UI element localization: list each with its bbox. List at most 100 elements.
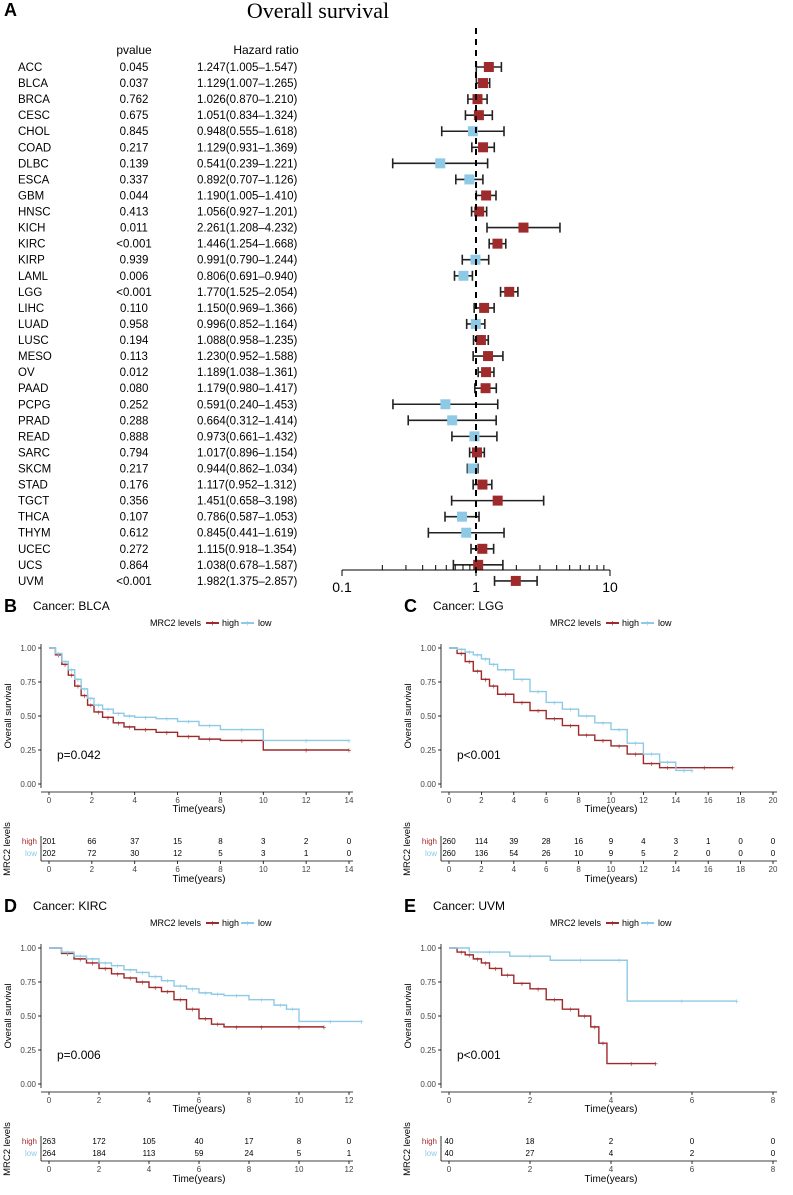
km-censor-mark: + [234, 1023, 239, 1032]
km-curve-low [449, 947, 737, 1002]
km-x-tick-label: 8 [771, 1096, 776, 1105]
km-censor-mark: + [240, 726, 245, 735]
km-risk-count: 184 [92, 1149, 106, 1158]
km-censor-mark: + [601, 1039, 606, 1048]
km-legend-high-cross: + [610, 619, 615, 629]
forest-row-hr: 1.051(0.834–1.324) [197, 110, 298, 122]
forest-row-label: HNSC [18, 207, 51, 219]
hazard-ratio-header: Hazard ratio [233, 43, 299, 57]
km-risk-count: 8 [218, 837, 223, 846]
km-panel-e: E Cancer: UVM MRC2 levels + high + low 0.00 0.25… [402, 896, 777, 1185]
km-risk-ylabel: MRC2 levels [402, 1122, 413, 1176]
km-legend-title: MRC2 levels [550, 618, 602, 628]
km-x-tick-label: 6 [690, 1096, 695, 1105]
km-y-tick-label: 0.25 [420, 1046, 436, 1055]
km-x-tick-label: 14 [345, 796, 354, 805]
km-risk-count: 2 [304, 837, 309, 846]
km-censor-mark: + [467, 648, 472, 657]
km-legend-low-label: low [658, 918, 672, 928]
km-pvalue: p<0.001 [457, 748, 501, 762]
forest-hr-point [477, 479, 488, 490]
forest-hr-point [477, 543, 488, 554]
km-risk-count: 27 [526, 1149, 535, 1158]
km-censor-mark: + [234, 992, 239, 1001]
km-risk-x-tick-label: 4 [132, 865, 137, 874]
km-legend-low-label: low [258, 918, 272, 928]
forest-row-hr: 1.230(0.952–1.588) [197, 351, 298, 363]
forest-row-label: BRCA [18, 94, 50, 106]
forest-row-hr: 0.892(0.707–1.126) [197, 174, 298, 186]
forest-row-label: PRAD [18, 415, 50, 427]
km-risk-x-tick-label: 2 [97, 1165, 102, 1174]
km-censor-mark: + [475, 651, 480, 660]
km-x-tick-label: 16 [704, 796, 713, 805]
km-risk-count: 16 [574, 837, 583, 846]
forest-hr-point [473, 110, 484, 121]
forest-row-hr: 0.948(0.555–1.618) [197, 126, 298, 138]
km-y-tick-label: 0.75 [20, 678, 36, 687]
forest-row-hr: 1.115(0.918–1.354) [197, 544, 297, 556]
km-legend-low-cross: + [245, 919, 250, 929]
km-x-tick-label: 2 [90, 796, 95, 805]
km-censor-mark: + [459, 948, 464, 957]
km-legend-low-label: low [258, 618, 272, 628]
km-panel-b: B Cancer: BLCA MRC2 levels + high + low 0.00 0.2… [2, 596, 354, 885]
forest-hr-point [483, 62, 494, 72]
forest-row-label: LIHC [18, 303, 44, 315]
km-censor-mark: + [259, 996, 264, 1005]
forest-row-label: PCPG [18, 399, 51, 411]
km-censor-mark: + [215, 990, 220, 999]
pvalue-header: pvalue [116, 43, 152, 57]
forest-row-hr: 1.190(1.005–1.410) [197, 190, 298, 202]
km-censor-mark: + [56, 651, 61, 660]
km-risk-count: 3 [261, 849, 266, 858]
forest-row-pvalue: 0.939 [120, 255, 149, 267]
km-x-tick-label: 4 [147, 1096, 152, 1105]
km-x-tick-label: 0 [447, 1096, 452, 1105]
km-censor-mark: + [115, 970, 120, 979]
km-censor-mark: + [78, 952, 83, 961]
panel-letter: B [4, 596, 17, 616]
forest-row-hr: 1.129(1.007–1.265) [197, 78, 298, 90]
forest-row-pvalue: 0.337 [120, 174, 149, 186]
forest-hr-point [447, 415, 458, 426]
km-censor-mark: + [483, 655, 488, 664]
km-censor-mark: + [88, 701, 93, 710]
forest-row-pvalue: <0.001 [116, 576, 152, 588]
km-censor-mark: + [78, 955, 83, 964]
forest-row-label: LUAD [18, 319, 49, 331]
km-risk-x-tick-label: 8 [771, 1165, 776, 1174]
km-y-tick-label: 0.50 [20, 1012, 36, 1021]
km-censor-mark: + [653, 1060, 658, 1069]
forest-row-label: READ [18, 431, 50, 443]
km-censor-mark: + [536, 707, 541, 716]
forest-hr-point [492, 495, 503, 506]
km-censor-mark: + [734, 997, 739, 1006]
km-curve-low [49, 647, 349, 742]
forest-hr-point [472, 94, 483, 105]
forest-row-pvalue: 0.045 [120, 62, 149, 74]
km-risk-count: 4 [641, 837, 646, 846]
km-censor-mark: + [128, 974, 133, 983]
km-risk-count: 105 [142, 1137, 156, 1146]
km-censor-mark: + [290, 1005, 295, 1014]
km-censor-mark: + [56, 649, 61, 658]
km-censor-mark: + [153, 983, 158, 992]
km-x-tick-label: 2 [479, 796, 484, 805]
km-risk-count: 0 [690, 1137, 695, 1146]
km-x-label: Time(years) [173, 804, 226, 815]
km-risk-count: 9 [609, 849, 614, 858]
km-risk-count: 15 [173, 837, 182, 846]
km-x-tick-label: 4 [512, 796, 517, 805]
km-censor-mark: + [690, 766, 695, 775]
km-censor-mark: + [76, 675, 81, 684]
km-y-label: Overall survival [403, 684, 414, 749]
km-y-tick-label: 1.00 [420, 644, 436, 653]
km-risk-x-tick-label: 6 [690, 1165, 695, 1174]
km-y-tick-label: 0.25 [420, 746, 436, 755]
forest-row-hr: 2.261(1.208–4.232) [197, 223, 298, 235]
km-censor-mark: + [680, 997, 685, 1006]
km-censor-mark: + [65, 949, 70, 958]
km-censor-mark: + [190, 985, 195, 994]
km-y-tick-label: 0.50 [420, 712, 436, 721]
